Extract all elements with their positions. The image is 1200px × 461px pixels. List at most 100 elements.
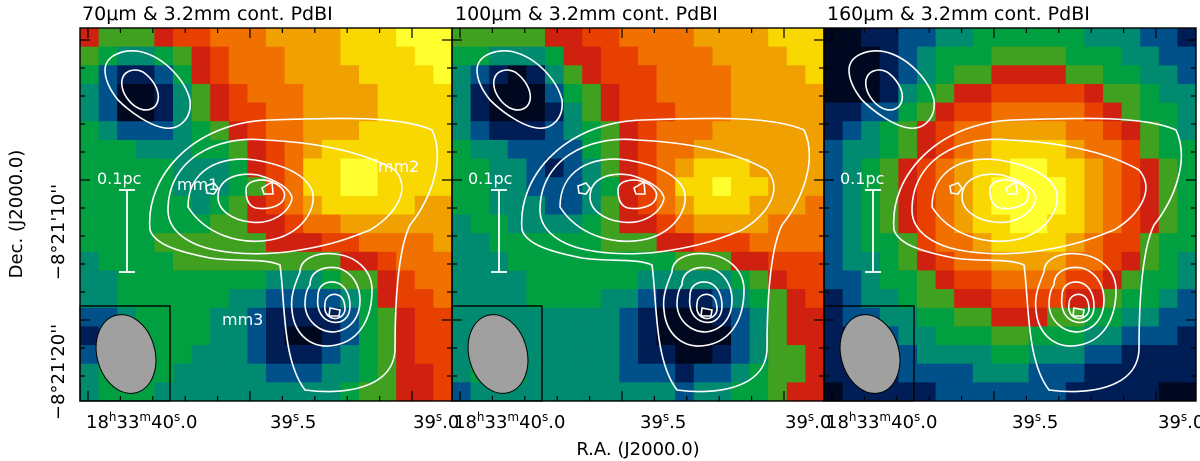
heatmap-pixel [824, 177, 844, 197]
heatmap-pixel [749, 289, 769, 309]
heatmap-pixel [340, 345, 360, 365]
heatmap-pixel [954, 326, 974, 346]
heatmap-pixel [675, 158, 695, 178]
scale-bar-160um [865, 189, 881, 273]
heatmap-pixel [563, 345, 583, 365]
heatmap-pixel [731, 251, 751, 272]
heatmap-pixel [768, 65, 788, 85]
heatmap-pixel [266, 158, 286, 178]
heatmap-pixel [879, 177, 899, 197]
heatmap-pixel [675, 46, 695, 66]
heatmap-pixel [1010, 345, 1030, 365]
heatmap-pixel [1177, 270, 1196, 290]
heatmap-pixel [507, 121, 527, 141]
heatmap-pixel [266, 289, 286, 309]
heatmap-pixel [675, 270, 695, 290]
heatmap-pixel [228, 158, 248, 178]
heatmap-pixel [173, 46, 193, 66]
heatmap-pixel [1028, 363, 1048, 383]
heatmap-pixel [861, 28, 881, 48]
heatmap-pixel [898, 326, 918, 346]
heatmap-pixel [563, 195, 583, 216]
heatmap-pixel [1158, 345, 1178, 365]
heatmap-pixel [749, 121, 769, 141]
heatmap-pixel [396, 270, 416, 290]
heatmap-pixel [1103, 139, 1123, 160]
heatmap-pixel [749, 251, 769, 272]
heatmap-pixel [786, 46, 806, 66]
heatmap-pixel [972, 195, 992, 216]
heatmap-pixel [991, 326, 1011, 346]
heatmap-pixel [712, 83, 732, 104]
heatmap-pixel [954, 251, 974, 272]
heatmap-pixel [972, 139, 992, 160]
heatmap-pixel [1028, 214, 1048, 234]
heatmap-pixel [861, 270, 881, 290]
heatmap-pixel [377, 270, 397, 290]
heatmap-pixel [582, 251, 602, 272]
heatmap-pixel [954, 270, 974, 290]
heatmap-pixel [972, 363, 992, 383]
heatmap-pixel [898, 233, 918, 253]
heatmap-pixel [526, 307, 546, 327]
heatmap-pixel [1084, 65, 1104, 85]
heatmap-pixel [1140, 46, 1160, 66]
heatmap-pixel [340, 177, 360, 197]
heatmap-pixel [470, 177, 490, 197]
heatmap-pixel [991, 195, 1011, 216]
heatmap-pixel [396, 214, 416, 234]
heatmap-pixel [266, 382, 286, 401]
heatmap-pixel [340, 307, 360, 327]
heatmap-pixel [545, 270, 565, 290]
heatmap-pixel [954, 28, 974, 48]
heatmap-pixel [228, 270, 248, 290]
heatmap-pixel [321, 46, 341, 66]
heatmap-pixel [173, 121, 193, 141]
heatmap-pixel [228, 233, 248, 253]
heatmap-pixel [842, 83, 862, 104]
heatmap-pixel [507, 233, 527, 253]
heatmap-pixel [452, 102, 472, 122]
heatmap-pixel [135, 233, 155, 253]
heatmap-pixel [433, 214, 452, 234]
heatmap-pixel [656, 28, 676, 48]
heatmap-pixel [731, 65, 751, 85]
heatmap-pixel [228, 139, 248, 160]
heatmap-pixel [1084, 195, 1104, 216]
heatmap-pixel [359, 28, 379, 48]
heatmap-pixel [1103, 251, 1123, 272]
heatmap-pixel [340, 46, 360, 66]
heatmap-pixel [470, 139, 490, 160]
heatmap-pixel [861, 195, 881, 216]
heatmap-pixel [80, 363, 100, 383]
heatmap-pixel [1177, 28, 1196, 48]
heatmap-pixel [545, 65, 565, 85]
heatmap-pixel [656, 363, 676, 383]
heatmap-pixel [526, 195, 546, 216]
contour-line [662, 252, 745, 347]
heatmap-pixel [861, 102, 881, 122]
heatmap-pixel [731, 233, 751, 253]
tick-marks [80, 28, 1196, 401]
heatmap-pixel [954, 158, 974, 178]
heatmap-pixel [284, 139, 304, 160]
heatmap-pixel [619, 83, 639, 104]
heatmap-pixel [98, 121, 118, 141]
heatmap-pixel [117, 177, 137, 197]
heatmap-pixel [600, 46, 620, 66]
heatmap-pixel [452, 289, 472, 309]
heatmap-pixel [321, 363, 341, 383]
x-tick-label-40s: 18h33m40s.0 [454, 410, 565, 433]
heatmap-pixel [563, 46, 583, 66]
heatmap-pixel [972, 251, 992, 272]
heatmap-pixel [879, 139, 899, 160]
heatmap-pixel [582, 289, 602, 309]
y-tick-label-20: −8°21'20'' [48, 324, 69, 420]
heatmap-pixel [1103, 65, 1123, 85]
heatmap-pixel [247, 195, 267, 216]
heatmap-pixel [545, 326, 565, 346]
heatmap-pixel [991, 363, 1011, 383]
heatmap-pixel [173, 233, 193, 253]
heatmap-pixel [600, 83, 620, 104]
contour-line [120, 69, 160, 111]
